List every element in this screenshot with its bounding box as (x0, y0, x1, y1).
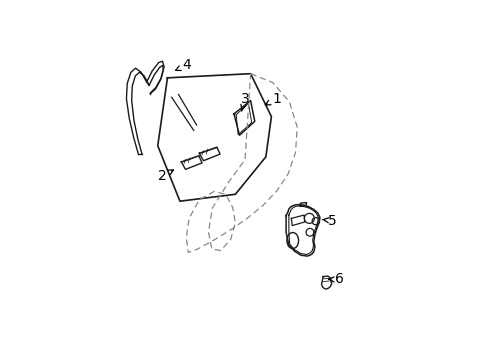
Text: 6: 6 (328, 273, 343, 286)
Text: 5: 5 (322, 213, 336, 228)
Text: 1: 1 (265, 92, 281, 105)
Text: 2: 2 (157, 169, 173, 183)
Text: 3: 3 (240, 92, 249, 111)
Text: 4: 4 (175, 58, 190, 72)
